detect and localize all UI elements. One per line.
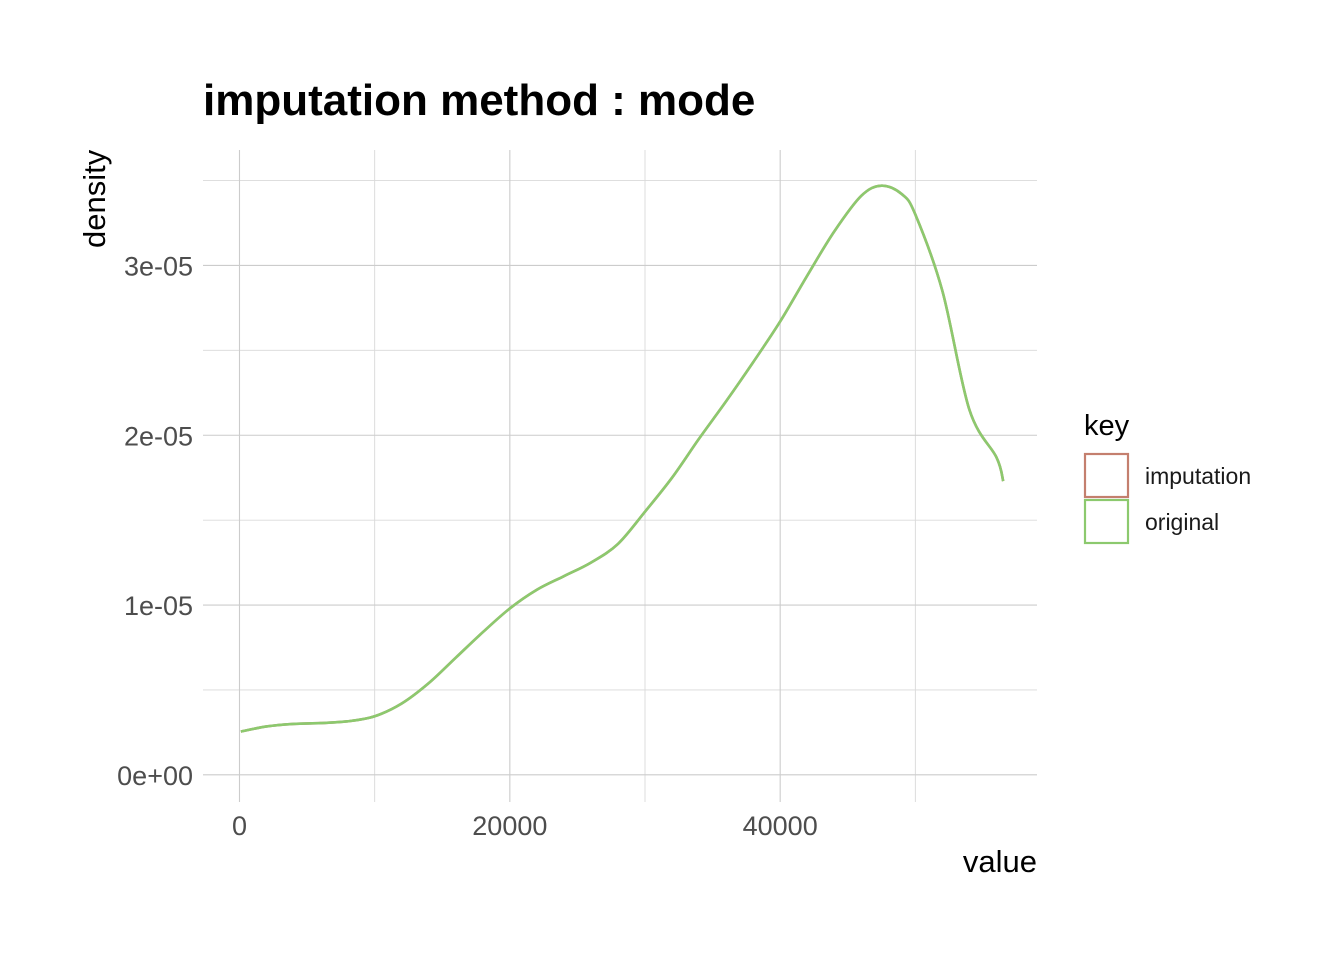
y-tick-label: 3e-05	[124, 251, 193, 281]
y-tick-label: 2e-05	[124, 421, 193, 451]
legend-key-imputation	[1083, 452, 1130, 499]
legend-title: key	[1084, 410, 1130, 442]
x-axis-title: value	[963, 844, 1037, 879]
y-tick-label: 0e+00	[117, 761, 193, 791]
legend-label-imputation: imputation	[1145, 463, 1251, 489]
minor-gridlines	[203, 150, 1037, 802]
legend-key-original	[1083, 498, 1130, 545]
x-tick-label: 0	[232, 811, 247, 841]
legend-label-original: original	[1145, 509, 1219, 535]
y-axis-tick-labels: 0e+00 1e-05 2e-05 3e-05	[117, 251, 193, 790]
chart-title: imputation method : mode	[203, 76, 755, 125]
series-lines	[240, 184, 1005, 733]
legend-entries: imputation original	[1083, 452, 1251, 545]
x-axis-tick-labels: 0 20000 40000	[232, 811, 818, 841]
x-tick-label: 40000	[743, 811, 818, 841]
major-gridlines	[203, 150, 1037, 802]
y-tick-label: 1e-05	[124, 591, 193, 621]
legend: key imputation original	[1083, 410, 1251, 545]
series-line-original	[240, 184, 1005, 733]
x-tick-label: 20000	[472, 811, 547, 841]
y-axis-title: density	[77, 149, 112, 248]
